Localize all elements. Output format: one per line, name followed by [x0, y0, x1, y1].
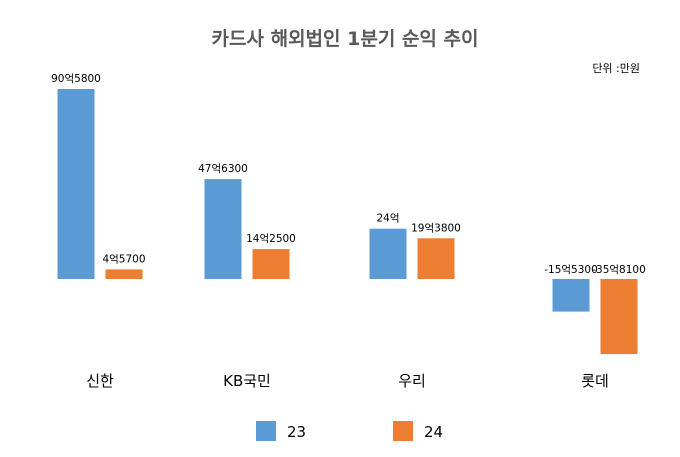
data-label-23-1: 47억6300: [198, 163, 248, 175]
category-label-3: 롯데: [581, 372, 609, 390]
legend-swatch-24: [393, 421, 413, 441]
legend-label-23: 23: [287, 423, 306, 441]
category-label-1: KB국민: [223, 372, 271, 390]
unit-note: 단위 :만원: [592, 62, 640, 75]
bar-24-3: [600, 279, 638, 355]
data-label-24-1: 14억2500: [246, 233, 296, 245]
bar-23-1: [204, 179, 242, 279]
category-label-2: 우리: [398, 372, 426, 390]
data-labels-group: 90억5800 47억6300 24억 -15억5300 4억5700 14억2500 19…: [51, 73, 646, 276]
chart-title: 카드사 해외법인 1분기 순익 추이: [212, 28, 479, 50]
data-label-23-2: 24억: [376, 213, 399, 225]
bar-24-2: [417, 238, 455, 279]
category-labels-group: 신한 KB국민 우리 롯데: [86, 372, 609, 390]
data-label-24-3: -35억8100: [592, 264, 646, 276]
bars-group: [57, 89, 638, 355]
bar-23-2: [369, 228, 407, 279]
data-label-24-2: 19억3800: [411, 222, 461, 234]
bar-24-0: [105, 269, 143, 279]
data-label-23-3: -15억5300: [544, 264, 598, 276]
legend: 23 24: [256, 421, 443, 441]
data-label-24-0: 4억5700: [102, 253, 145, 265]
bar-23-0: [57, 89, 95, 279]
legend-label-24: 24: [424, 423, 443, 441]
data-label-23-0: 90억5800: [51, 73, 101, 85]
bar-24-1: [252, 249, 290, 279]
legend-swatch-23: [256, 421, 276, 441]
bar-23-3: [552, 279, 590, 312]
category-label-0: 신한: [86, 372, 114, 390]
